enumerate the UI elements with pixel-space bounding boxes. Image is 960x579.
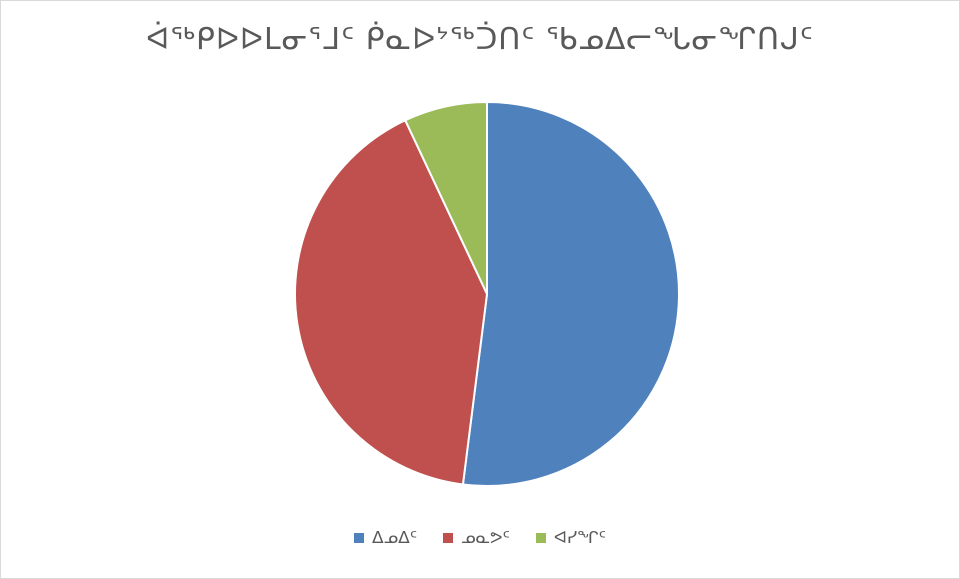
legend-label: ᓄᓇᕗᑦ [461, 528, 510, 548]
legend-label: ᐃᓄᐃᑦ [372, 528, 418, 548]
chart-title: ᐋᖅᑭᐅᐅᒪᓂᕐᒧᑦ ᑮᓇᐅᔾᖅᑑᑎᑦ ᖃᓄᐃᓕᖓᓂᖏᑎᒍᑦ [146, 22, 814, 57]
legend-swatch [443, 533, 454, 543]
legend-swatch [354, 533, 365, 543]
legend-item-2: ᓄᓇᕗᑦ [443, 528, 510, 548]
legend-swatch [535, 533, 546, 543]
legend-item-1: ᐃᓄᐃᑦ [354, 528, 417, 548]
pie-slice-3 [403, 100, 488, 295]
pie-slice-2 [294, 118, 489, 486]
legend: ᐃᓄᐃᑦ ᓄᓇᕗᑦ ᐊᓯᖏᑦ [0, 528, 960, 548]
legend-item-3: ᐊᓯᖏᑦ [535, 528, 606, 548]
pie-slice-1 [461, 100, 680, 487]
legend-label: ᐊᓯᖏᑦ [553, 528, 606, 548]
